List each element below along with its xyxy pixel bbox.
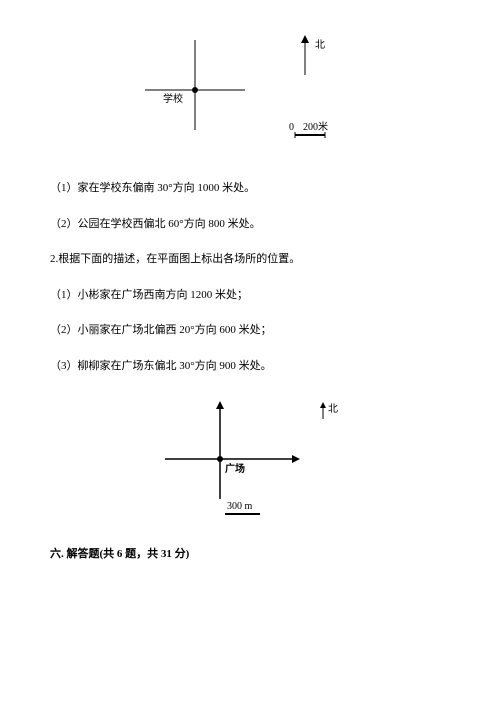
question-2-intro: 2.根据下面的描述，在平面图上标出各场所的位置。 — [50, 251, 450, 269]
east-arrow-icon — [292, 455, 300, 463]
diagram-school: 学校 北 0 200米 — [125, 30, 375, 160]
north-indicator-arrow-icon — [320, 402, 326, 408]
north-arrow-axis-icon — [216, 401, 224, 409]
question-1-1: （1）家在学校东偏南 30°方向 1000 米处。 — [50, 180, 450, 198]
question-1-2: （2）公园在学校西偏北 60°方向 800 米处。 — [50, 216, 450, 234]
north-arrow-icon — [301, 35, 309, 43]
scale-label: 300 m — [227, 501, 253, 512]
center-label: 广场 — [225, 462, 245, 475]
center-dot — [217, 456, 223, 462]
north-label: 北 — [315, 39, 325, 51]
diagram-plaza-svg: 广场 北 300 m — [125, 394, 375, 524]
question-2-1: （1）小彬家在广场西南方向 1200 米处； — [50, 287, 450, 305]
center-label: 学校 — [163, 92, 183, 105]
diagram-plaza: 广场 北 300 m — [125, 394, 375, 524]
scale-label: 200米 — [303, 120, 328, 133]
center-dot — [192, 87, 198, 93]
section-6-header: 六. 解答题(共 6 题，共 31 分) — [50, 546, 450, 564]
diagram-school-svg: 学校 北 0 200米 — [125, 30, 375, 160]
north-label: 北 — [328, 403, 338, 415]
question-2-2: （2）小丽家在广场北偏西 20°方向 600 米处； — [50, 322, 450, 340]
scale-zero: 0 — [289, 122, 294, 133]
question-2-3: （3）柳柳家在广场东偏北 30°方向 900 米处。 — [50, 358, 450, 376]
